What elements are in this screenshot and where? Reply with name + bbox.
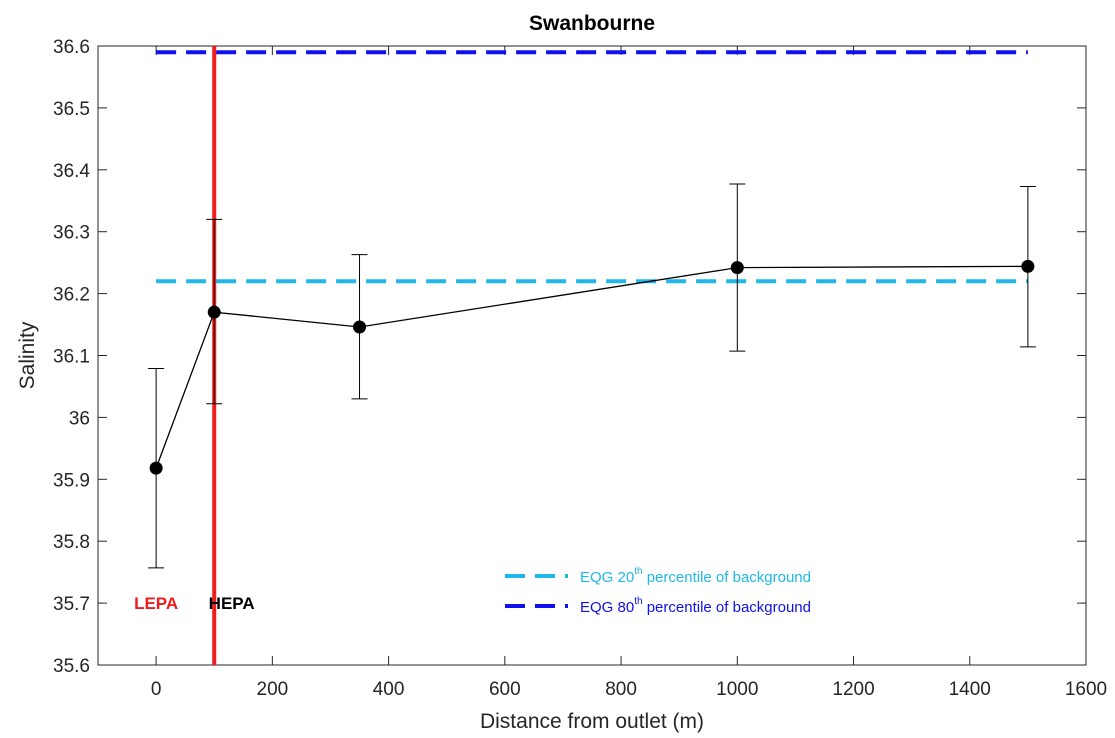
- y-tick-label: 36.5: [53, 99, 90, 120]
- data-point: [207, 305, 221, 319]
- data-point: [353, 320, 367, 334]
- x-tick-label: 800: [605, 679, 637, 700]
- x-tick-label: 1400: [949, 679, 991, 700]
- y-tick-label: 36.4: [53, 161, 90, 182]
- y-tick-label: 35.9: [53, 470, 90, 491]
- x-tick-label: 600: [489, 679, 521, 700]
- x-tick-label: 400: [373, 679, 405, 700]
- plot-area: 0 200 400 600 800 1000 1200 1400 1600 35.6 35.7 35.…: [53, 37, 1107, 700]
- legend-entry: EQG 80th percentile of background: [580, 596, 811, 616]
- y-tick-label: 36.3: [53, 223, 90, 244]
- chart-title: Swanbourne: [529, 12, 655, 35]
- annotation-lepa: LEPA: [134, 594, 178, 613]
- x-axis-title: Distance from outlet (m): [480, 710, 704, 733]
- x-tick-label: 1200: [832, 679, 874, 700]
- x-tick-label: 0: [151, 679, 162, 700]
- y-tick-label: 35.8: [53, 532, 90, 553]
- y-tick-label: 36.6: [53, 37, 90, 58]
- y-tick-label: 36.1: [53, 347, 90, 368]
- y-tick-label: 36: [69, 408, 90, 429]
- y-tick-label: 35.6: [53, 656, 90, 677]
- data-point: [730, 261, 744, 275]
- x-tick-label: 1600: [1065, 679, 1107, 700]
- x-tick-label: 200: [257, 679, 289, 700]
- y-axis-title: Salinity: [16, 321, 39, 389]
- y-tick-label: 35.7: [53, 594, 90, 615]
- annotation-hepa: HEPA: [209, 594, 255, 613]
- data-point: [149, 461, 163, 475]
- data-point: [1021, 259, 1035, 273]
- axes-box: [97, 45, 1087, 666]
- x-tick-label: 1000: [716, 679, 758, 700]
- y-tick-label: 36.2: [53, 285, 90, 306]
- legend-entry: EQG 20th percentile of background: [580, 566, 811, 586]
